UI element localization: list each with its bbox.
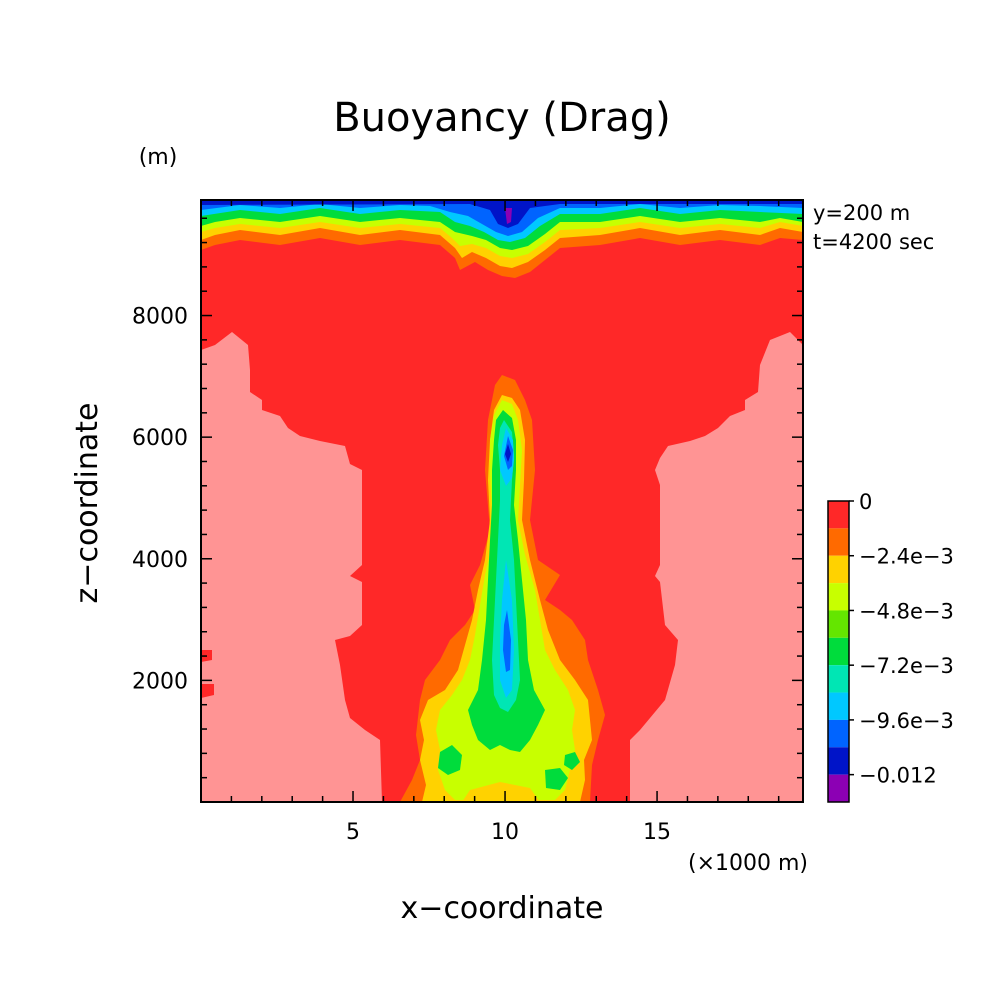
colorbar-label: −9.6e−3 bbox=[859, 709, 954, 733]
colorbar-swatch bbox=[828, 747, 849, 775]
y-ticks: 2000 4000 6000 8000 bbox=[132, 217, 803, 779]
contour-blob-right2 bbox=[564, 752, 580, 770]
colorbar-swatch bbox=[828, 528, 849, 556]
contour-field bbox=[201, 200, 803, 802]
contour-blob-left bbox=[438, 745, 462, 775]
annotation-t: t=4200 sec bbox=[813, 230, 934, 254]
colorbar-label: 0 bbox=[859, 490, 872, 514]
colorbar-swatch bbox=[828, 555, 849, 584]
colorbar-swatch bbox=[828, 692, 849, 720]
y-axis-label: z−coordinate bbox=[70, 403, 105, 604]
contour-plume-navy bbox=[505, 444, 511, 462]
y-tick-label: 2000 bbox=[132, 669, 188, 694]
colorbar: 0 −2.4e−3 −4.8e−3 −7.2e−3 −9.6e−3 −0.012 bbox=[827, 490, 954, 803]
colorbar-swatch bbox=[828, 774, 849, 802]
x-axis-label: x−coordinate bbox=[401, 891, 604, 926]
y-tick-label: 6000 bbox=[132, 426, 188, 451]
colorbar-swatch bbox=[828, 583, 849, 611]
chart-title: Buoyancy (Drag) bbox=[333, 95, 671, 141]
y-unit-label: (m) bbox=[139, 145, 178, 170]
x-tick-label: 10 bbox=[491, 820, 519, 845]
colorbar-swatch bbox=[828, 637, 849, 666]
x-tick-label: 15 bbox=[643, 820, 671, 845]
colorbar-swatch bbox=[828, 610, 849, 638]
plot-frame bbox=[200, 199, 804, 803]
contour-top-navy bbox=[201, 200, 803, 228]
contour-blob-bottom bbox=[462, 782, 540, 802]
colorbar-swatch bbox=[828, 501, 849, 529]
x-ticks: 5 10 15 bbox=[230, 200, 780, 845]
colorbar-swatch bbox=[828, 719, 849, 748]
colorbar-label: −4.8e−3 bbox=[859, 599, 954, 623]
x-tick-label: 5 bbox=[346, 820, 360, 845]
contour-left-light bbox=[201, 332, 382, 802]
annotation-y: y=200 m bbox=[813, 201, 910, 225]
contour-right-light bbox=[630, 332, 803, 802]
contour-plume-cyan bbox=[500, 428, 514, 698]
colorbar-frame bbox=[827, 500, 850, 803]
y-tick-label: 8000 bbox=[132, 305, 188, 330]
colorbar-swatch bbox=[828, 665, 849, 693]
y-tick-label: 4000 bbox=[132, 548, 188, 573]
x-unit-label: (×1000 m) bbox=[688, 851, 808, 876]
contour-top-purple bbox=[505, 208, 512, 224]
colorbar-label: −2.4e−3 bbox=[859, 545, 954, 569]
colorbar-label: −0.012 bbox=[859, 764, 937, 788]
contour-blob-right bbox=[545, 768, 568, 790]
contour-plume-blue bbox=[503, 436, 513, 672]
contour-left-edge-orange bbox=[201, 650, 214, 698]
colorbar-label: −7.2e−3 bbox=[859, 654, 954, 678]
